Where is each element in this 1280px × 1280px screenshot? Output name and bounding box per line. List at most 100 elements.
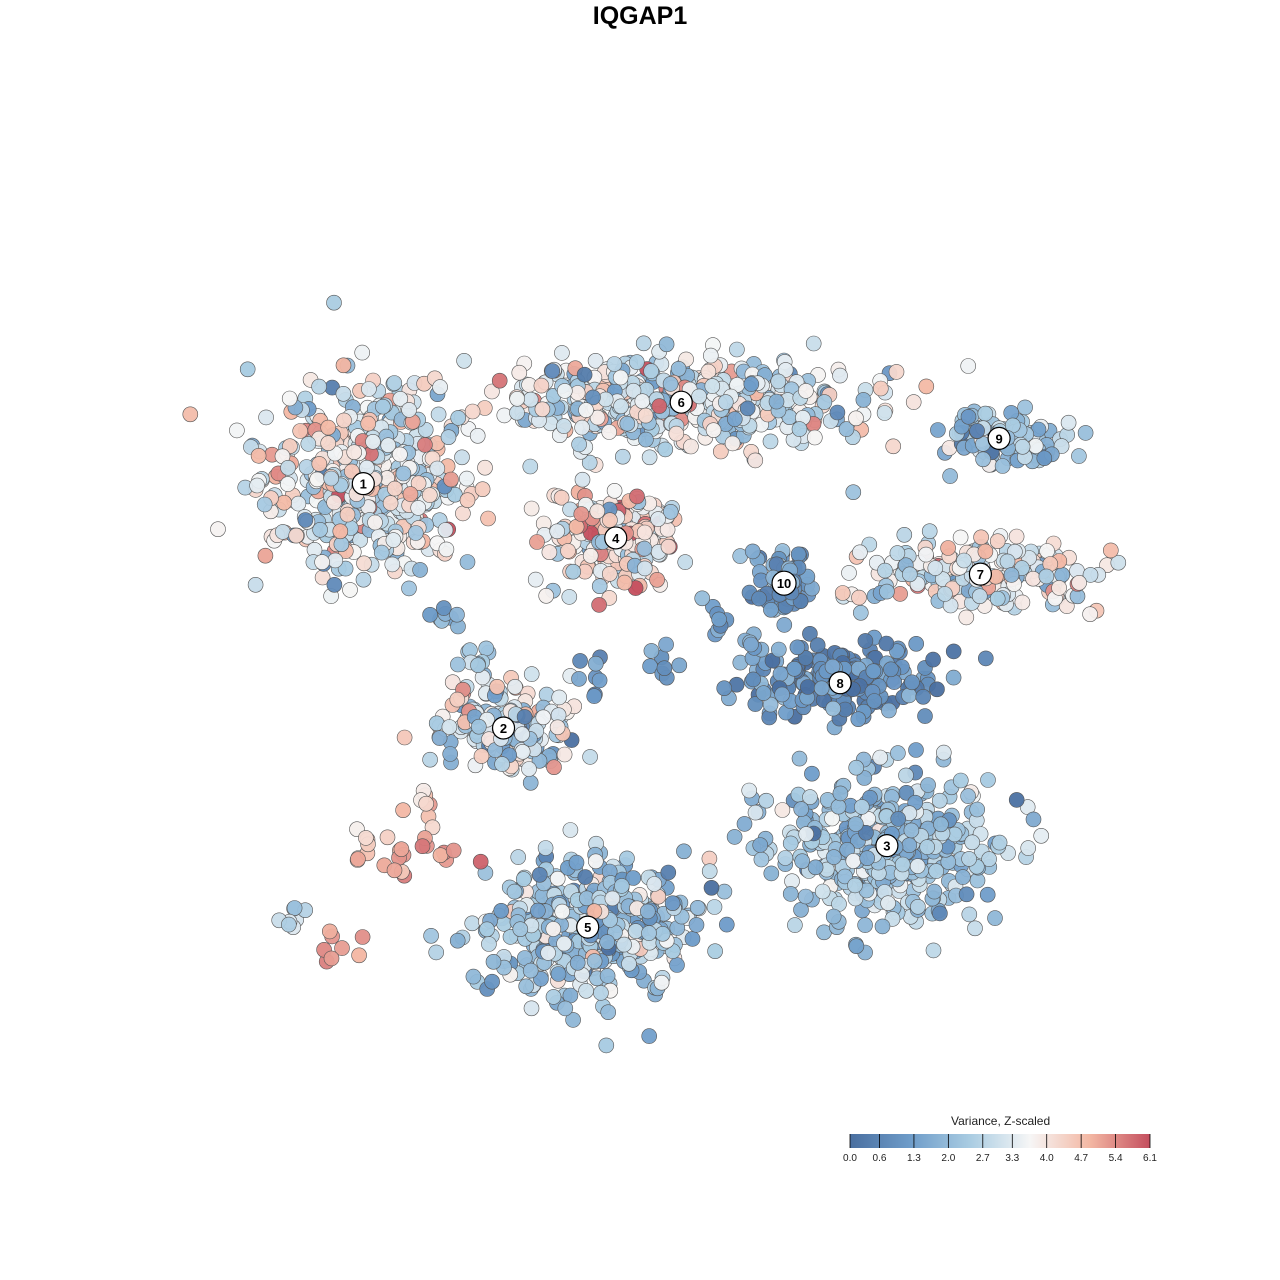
cell-point	[256, 496, 273, 513]
cell-point	[342, 582, 358, 598]
cell-point	[744, 543, 761, 560]
cell-point	[469, 427, 486, 444]
cell-point	[973, 529, 989, 546]
cell-point	[855, 392, 872, 408]
cell-point	[797, 650, 814, 666]
cell-point	[484, 383, 500, 400]
cell-point	[574, 471, 591, 488]
colorbar-tick-label: 2.7	[975, 1153, 990, 1164]
cell-point	[554, 903, 571, 920]
cell-point	[464, 403, 481, 420]
cell-point	[599, 968, 616, 984]
cell-point	[889, 545, 906, 561]
cell-point	[601, 566, 618, 582]
cell-point	[945, 669, 962, 686]
cell-point	[955, 869, 971, 885]
cell-point	[961, 906, 978, 923]
cluster-label-1: 1	[351, 472, 375, 496]
cell-point	[701, 863, 718, 880]
cell-point	[639, 903, 656, 920]
cell-point	[814, 883, 831, 900]
cell-point	[700, 363, 717, 380]
cell-point	[280, 916, 297, 933]
cell-point	[593, 985, 609, 1001]
cell-point	[657, 441, 674, 458]
cell-point	[885, 438, 902, 455]
cell-point	[600, 1004, 617, 1021]
cell-point	[931, 792, 948, 809]
cell-point	[636, 560, 653, 577]
cell-point	[791, 750, 808, 767]
cell-point	[777, 850, 794, 866]
cell-point	[987, 910, 1003, 926]
cluster-label-3: 3	[875, 834, 899, 858]
cell-point	[664, 895, 681, 912]
cell-point	[755, 685, 772, 701]
cell-point	[925, 651, 941, 668]
cell-point	[521, 761, 537, 777]
cluster-label-badge	[828, 671, 852, 695]
cell-point	[546, 759, 562, 776]
colorbar-tick-label: 6.1	[1143, 1153, 1157, 1164]
cell-point	[518, 978, 535, 995]
cell-point	[872, 380, 889, 397]
cell-point	[619, 850, 635, 867]
cell-point	[927, 560, 944, 576]
cell-point	[918, 378, 935, 395]
cell-point	[805, 335, 822, 352]
cell-point	[556, 935, 572, 952]
cell-point	[599, 934, 616, 950]
cell-point	[286, 900, 303, 916]
cell-point	[777, 362, 794, 378]
cell-point	[210, 521, 226, 538]
cell-point	[569, 385, 586, 401]
cell-point	[838, 421, 855, 437]
cell-point	[1033, 827, 1049, 844]
cell-point	[753, 851, 770, 868]
cluster-label-badge	[669, 390, 693, 414]
colorbar-tick-label: 4.0	[1039, 1153, 1054, 1164]
cell-point	[894, 856, 911, 873]
cell-point	[736, 816, 753, 832]
cell-point	[438, 541, 455, 558]
cell-point	[832, 367, 848, 384]
cell-point	[250, 447, 267, 464]
cell-point	[638, 431, 654, 448]
cluster-label-badge	[771, 570, 797, 596]
cell-point	[627, 923, 644, 939]
cell-point	[538, 587, 555, 604]
cell-point	[825, 849, 842, 865]
cell-point	[935, 744, 952, 761]
cell-point	[361, 381, 377, 397]
colorbar-tick-label: 5.4	[1108, 1153, 1123, 1164]
cell-point	[395, 465, 412, 482]
cell-point	[662, 503, 679, 520]
cell-point	[832, 785, 849, 802]
cell-point	[1110, 554, 1127, 571]
cell-point	[337, 560, 354, 577]
cell-point	[670, 360, 687, 377]
cell-point	[1008, 792, 1025, 808]
cell-point	[612, 369, 629, 386]
cell-point	[326, 494, 342, 511]
cell-point	[326, 576, 343, 593]
cell-point	[786, 660, 803, 677]
cluster-label-9: 9	[987, 426, 1011, 450]
cell-point	[418, 795, 435, 812]
cell-point	[787, 917, 803, 933]
cell-point	[574, 419, 590, 436]
cell-point	[247, 576, 264, 593]
cell-point	[813, 680, 830, 697]
cell-point	[606, 356, 623, 372]
cell-point	[898, 784, 915, 801]
cell-point	[1003, 567, 1020, 583]
cell-point	[514, 726, 530, 743]
cell-point	[969, 801, 986, 818]
cell-point	[794, 853, 811, 870]
cell-point	[320, 419, 337, 436]
cluster-label-text: 6	[678, 395, 685, 410]
cell-point	[702, 347, 719, 364]
cell-point	[473, 748, 490, 764]
cell-point	[392, 390, 409, 407]
cell-point	[587, 352, 604, 369]
